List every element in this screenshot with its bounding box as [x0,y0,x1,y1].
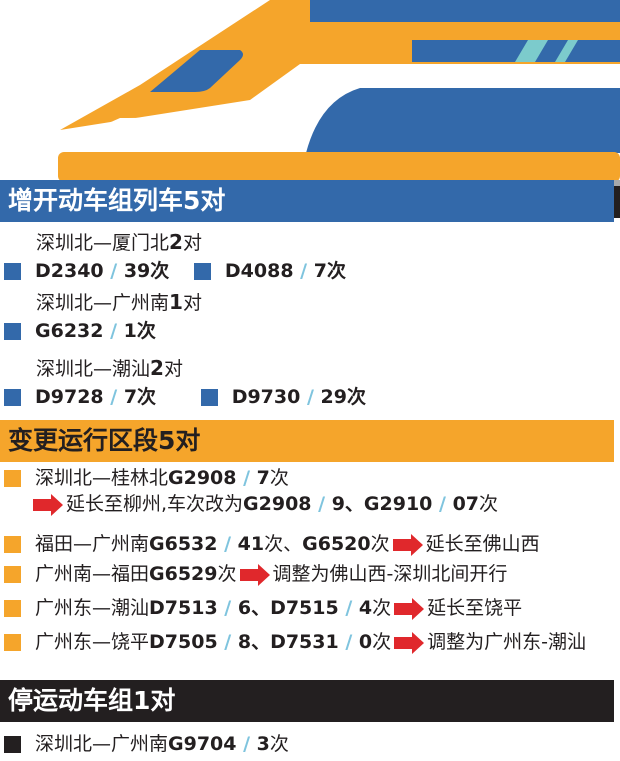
bullet-square [4,536,21,553]
arrow-right-icon [33,493,63,516]
change-item: 深圳北—桂林北G2908 / 7次 [4,466,289,490]
change-item: 广州东—潮汕D7513 / 6、D7515 / 4次 延长至饶平 [4,596,522,620]
train-row: G6232 / 1次 [4,316,156,346]
bullet-square [200,389,218,406]
bullet-square [4,600,21,617]
route-label: 深圳北—厦门北2对 [36,230,202,254]
arrow-right-icon [392,533,423,556]
arrow-right-icon [394,597,425,620]
change-item: 广州东—饶平D7505 / 8、D7531 / 0次 调整为广州东-潮汕 [4,630,586,654]
bullet-square [4,263,21,280]
change-item: 福田—广州南G6532 / 41次、G6520次 延长至佛山西 [4,532,540,556]
train-row: D2340 / 39次 D4088 / 7次 [4,256,346,286]
change-item: 广州南—福田G6529次 调整为佛山西-深圳北间开行 [4,562,507,586]
suspended-item: 深圳北—广州南G9704 / 3次 [4,732,289,756]
train-row: D9728 / 7次 D9730 / 29次 [4,382,366,412]
arrow-right-icon [394,631,425,654]
arrow-right-icon [239,563,270,586]
bullet-square [193,263,211,280]
bullet-square [4,389,21,406]
bullet-square [4,470,21,487]
route-label: 深圳北—潮汕2对 [36,356,183,380]
bullet-square [4,323,21,340]
bullet-square [4,566,21,583]
route-label: 深圳北—广州南1对 [36,290,202,314]
train-illustration [58,0,620,182]
bullet-square [4,736,21,753]
section-header-added: 增开动车组列车5对 [0,180,614,222]
change-item-detail: 延长至柳州,车次改为G2908 / 9、G2910 / 07次 [30,492,498,516]
bullet-square [4,634,21,651]
section-header-suspended: 停运动车组1对 [0,680,614,722]
section-header-changed: 变更运行区段5对 [0,420,614,462]
